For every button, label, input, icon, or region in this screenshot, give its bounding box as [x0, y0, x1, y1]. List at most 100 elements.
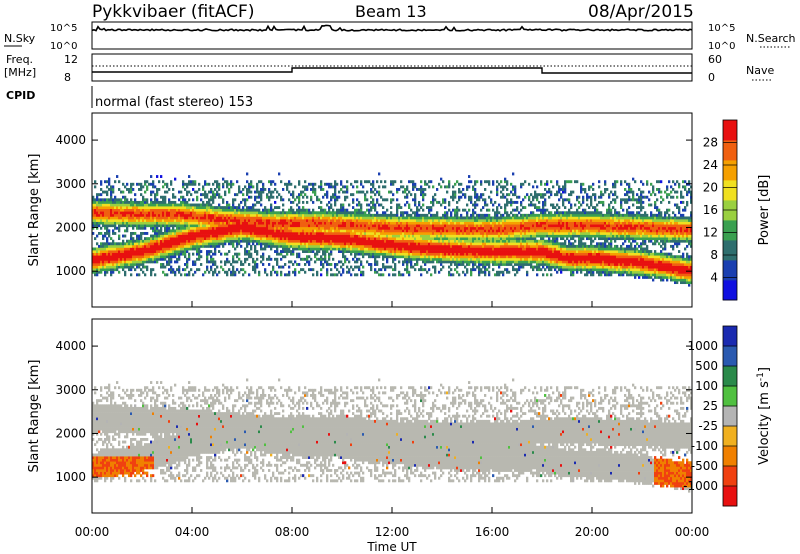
power-cell — [278, 240, 280, 243]
power-cell — [386, 229, 388, 232]
power-cell — [336, 219, 338, 222]
power-cell — [252, 229, 254, 232]
power-cell — [436, 214, 438, 217]
power-cell — [140, 216, 142, 219]
power-cell — [492, 183, 494, 186]
power-cell — [376, 219, 378, 222]
power-cell — [132, 209, 134, 212]
power-cell — [346, 209, 348, 212]
power-cell — [96, 216, 98, 219]
power-cell — [114, 245, 116, 248]
power-cell — [274, 258, 276, 261]
power-cell — [194, 237, 196, 240]
power-cell — [354, 273, 356, 276]
power-cell — [450, 248, 452, 251]
power-cell — [94, 211, 96, 214]
power-cell — [414, 201, 416, 204]
power-cell — [120, 242, 122, 245]
power-cell — [482, 266, 484, 269]
power-cell — [452, 260, 454, 263]
power-cell — [398, 224, 400, 227]
power-cell — [472, 232, 474, 235]
power-cell — [458, 237, 460, 240]
power-cell — [266, 196, 268, 199]
power-cell — [280, 229, 282, 232]
power-cell — [254, 204, 256, 207]
power-cell — [156, 240, 158, 243]
power-cell — [334, 227, 336, 230]
power-cell — [252, 227, 254, 230]
power-cell — [374, 214, 376, 217]
power-cell — [214, 193, 216, 196]
power-cell — [348, 240, 350, 243]
power-cell — [314, 193, 316, 196]
power-cell — [156, 216, 158, 219]
power-cell — [280, 216, 282, 219]
power-cell — [374, 271, 376, 274]
power-cell — [158, 232, 160, 235]
power-cell — [302, 248, 304, 251]
power-cell — [478, 216, 480, 219]
power-cell — [328, 232, 330, 235]
power-cell — [266, 258, 268, 261]
power-cell — [470, 235, 472, 238]
power-cell — [434, 271, 436, 274]
power-cell — [180, 224, 182, 227]
power-cell — [494, 227, 496, 230]
power-cell — [440, 253, 442, 256]
power-cell — [184, 201, 186, 204]
power-cell — [252, 260, 254, 263]
power-cell — [260, 227, 262, 230]
power-cell — [194, 216, 196, 219]
power-cell — [464, 250, 466, 253]
power-cell — [200, 229, 202, 232]
power-cell — [238, 191, 240, 194]
power-cell — [292, 191, 294, 194]
power-cell — [188, 240, 190, 243]
power-cell — [108, 178, 110, 181]
power-cell — [424, 214, 426, 217]
power-cell — [346, 258, 348, 261]
power-cell — [154, 232, 156, 235]
power-cell — [262, 183, 264, 186]
power-cell — [228, 250, 230, 253]
power-cell — [292, 242, 294, 245]
power-cell — [404, 260, 406, 263]
power-cell — [248, 206, 250, 209]
power-cell — [226, 273, 228, 276]
power-cell — [454, 242, 456, 245]
power-cell — [100, 271, 102, 274]
power-cell — [184, 273, 186, 276]
power-cell — [466, 260, 468, 263]
power-cell — [456, 263, 458, 266]
power-cell — [336, 235, 338, 238]
power-cell — [186, 201, 188, 204]
power-cell — [172, 224, 174, 227]
power-cell — [354, 229, 356, 232]
power-cell — [268, 224, 270, 227]
power-cell — [216, 266, 218, 269]
power-cell — [402, 240, 404, 243]
power-cell — [158, 214, 160, 217]
power-cell — [388, 229, 390, 232]
power-cell — [162, 209, 164, 212]
power-cell — [132, 237, 134, 240]
power-cell — [194, 206, 196, 209]
power-cell — [182, 180, 184, 183]
power-cell — [134, 255, 136, 258]
power-cell — [418, 242, 420, 245]
power-cell — [244, 198, 246, 201]
power-cell — [368, 263, 370, 266]
power-cell — [102, 211, 104, 214]
power-cell — [146, 201, 148, 204]
power-cell — [414, 222, 416, 225]
power-cell — [348, 235, 350, 238]
power-cell — [434, 198, 436, 201]
power-cell — [104, 216, 106, 219]
power-cell — [142, 206, 144, 209]
power-cell — [436, 222, 438, 225]
power-cell — [496, 258, 498, 261]
power-cell — [416, 260, 418, 263]
power-cell — [146, 248, 148, 251]
power-cell — [228, 229, 230, 232]
